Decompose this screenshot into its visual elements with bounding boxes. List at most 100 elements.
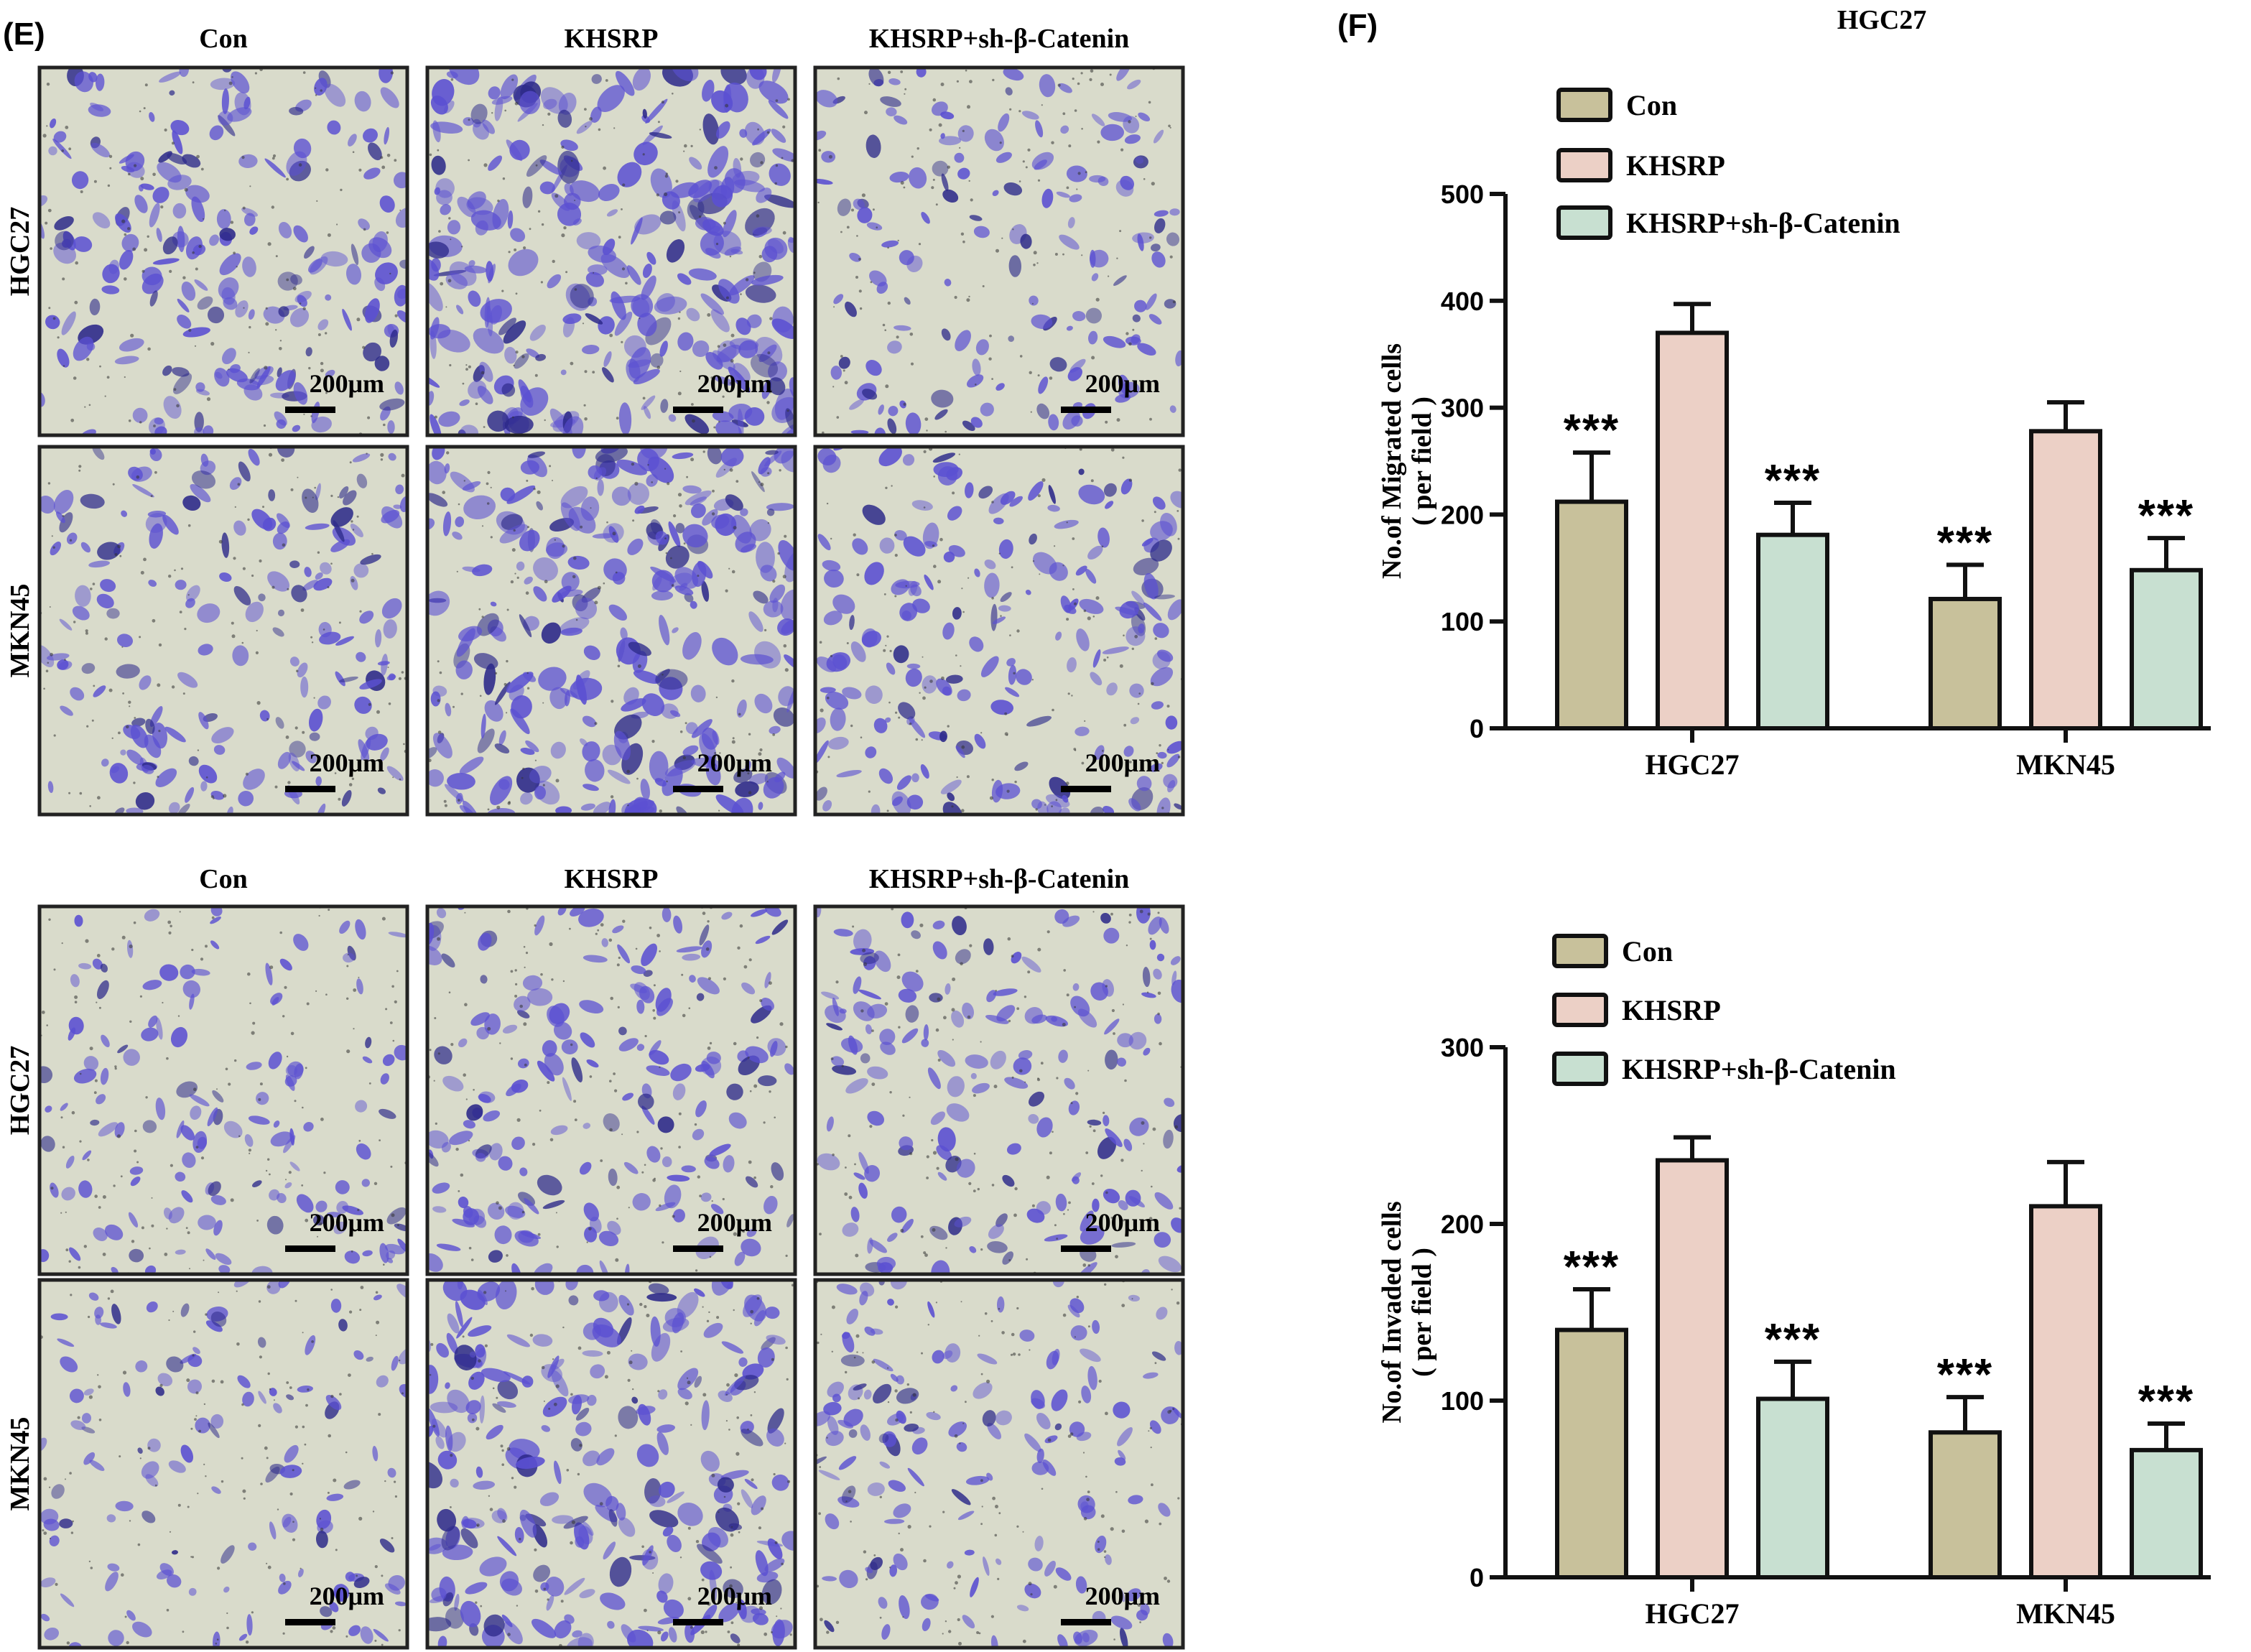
stained-cells [427,447,795,815]
scalebar-label: 200μm [697,748,772,777]
bar-1-1 [2029,1204,2102,1579]
bar-0-1 [1656,1158,1729,1579]
legend-entry-1: KHSRP [1622,994,1721,1026]
stained-cells [815,906,1183,1274]
stained-cells [40,906,407,1274]
x-tick-label-0: HGC27 [1645,748,1739,781]
y-tick-label: 100 [1441,1386,1484,1416]
row-label-invasion-1: MKN45 [5,1417,35,1511]
micrograph-border [37,65,409,437]
micrograph-border [37,904,409,1276]
scalebar [285,1619,335,1625]
micrograph-migration-1-2: 200μm [813,445,1185,817]
legend-entry-2: KHSRP+sh-β-Catenin [1626,207,1900,239]
panel-label-e: (E) [3,17,45,52]
column-label-migration-1: KHSRP [565,24,659,54]
micrograph-border [813,445,1185,817]
significance-marker: *** [1564,406,1620,455]
scalebar-label: 200μm [697,1582,772,1610]
legend-entry-1: KHSRP [1626,149,1725,182]
y-axis-label-line: ( per field ) [1407,396,1437,526]
scalebar [285,786,335,792]
micrograph-border [813,1278,1185,1650]
legend-swatch-2 [1556,205,1612,240]
y-tick-label: 0 [1470,714,1484,743]
micrograph-border [425,904,797,1276]
stained-cells [40,447,407,815]
significance-marker: *** [1937,1350,1993,1400]
bar-1-2 [2130,567,2203,730]
scalebar [673,1619,723,1625]
bar-1-1 [2029,429,2102,730]
micrograph-invasion-1-0: 200μm [37,1278,409,1650]
micrograph-border [37,1278,409,1650]
scalebar [1061,407,1111,413]
significance-marker: *** [1765,1315,1821,1365]
significance-marker: *** [2138,1377,2194,1426]
scalebar-label: 200μm [310,748,384,777]
scalebar [673,786,723,792]
scalebar-label: 200μm [697,1208,772,1237]
legend-swatch-1 [1556,148,1612,182]
micrograph-migration-1-0: 200μm [37,445,409,817]
scalebar-label: 200μm [310,1208,384,1237]
invaded-cells-chart: Con KHSRP KHSRP+sh-β-Catenin 0 100 200 300 No.o… [1377,934,2211,1630]
micrograph-migration-1-1: 200μm [425,445,797,817]
bar-0-2 [1756,532,1829,730]
stained-cells [815,68,1183,435]
micrograph-border [425,445,797,817]
significance-marker: *** [1564,1243,1620,1292]
column-label-migration-2: KHSRP+sh-β-Catenin [869,24,1130,54]
y-tick-label: 200 [1441,1210,1484,1239]
legend-swatch-0 [1556,88,1612,122]
y-axis-label: No.of Invaded cells( per field ) [1377,1201,1437,1423]
y-axis-label: No.of Migrated cells( per field ) [1377,343,1437,579]
micrograph-invasion-0-1: 200μm [425,904,797,1276]
micrograph-invasion-0-2: 200μm [813,904,1185,1276]
scalebar-label: 200μm [1085,369,1160,398]
x-tick-label-0: HGC27 [1645,1597,1739,1630]
scalebar-label: 200μm [1085,748,1160,777]
micrograph-border [813,65,1185,437]
significance-marker: *** [1765,456,1821,506]
scalebar [1061,1245,1111,1252]
micrograph-field [815,906,1183,1274]
row-label-invasion-0: HGC27 [5,1046,35,1136]
significance-marker: *** [2138,491,2194,541]
migration-micrograph-grid: Con KHSRP KHSRP+sh-β-Catenin HGC27 200μm 200μ… [5,24,1185,817]
bar-1-2 [2130,1447,2203,1579]
scalebar [673,407,723,413]
scalebar-label: 200μm [310,369,384,398]
stained-cells [815,1280,1183,1648]
bar-0-0 [1555,1327,1628,1579]
invasion-micrograph-grid: Con KHSRP KHSRP+sh-β-Catenin HGC27 200μm 200μ… [5,864,1185,1650]
micrograph-border [813,904,1185,1276]
column-label-migration-0: Con [199,24,248,54]
migrated-cells-chart: Con KHSRP KHSRP+sh-β-Catenin 0 100 200 300 400 5… [1377,88,2211,781]
y-tick-label: 200 [1441,500,1484,529]
legend-entry-2: KHSRP+sh-β-Catenin [1622,1053,1896,1085]
micrograph-invasion-1-2: 200μm [813,1278,1185,1650]
x-tick-label-1: MKN45 [2016,1597,2115,1630]
scalebar-label: 200μm [697,369,772,398]
micrograph-invasion-1-1: 200μm [425,1278,797,1650]
scalebar [1061,1619,1111,1625]
y-tick-label: 300 [1441,1033,1484,1062]
micrograph-invasion-0-0: 200μm [37,904,409,1276]
bar-0-0 [1555,499,1628,730]
y-axis-label-line: No.of Invaded cells [1377,1201,1407,1423]
bar-1-0 [1929,596,2002,731]
bar-0-2 [1756,1396,1829,1580]
scalebar [285,1245,335,1252]
legend-swatch-2 [1552,1052,1608,1086]
micrograph-border [37,445,409,817]
micrograph-migration-0-1: 200μm [425,65,797,437]
scalebar [1061,786,1111,792]
panel-label-f: (F) [1337,8,1378,43]
micrograph-migration-0-0: 200μm [37,65,409,437]
legend-entry-0: Con [1626,89,1677,121]
row-label-migration-0: HGC27 [5,207,35,297]
legend-entry-0: Con [1622,935,1673,967]
y-tick-label: 0 [1470,1563,1484,1592]
scalebar [673,1245,723,1252]
